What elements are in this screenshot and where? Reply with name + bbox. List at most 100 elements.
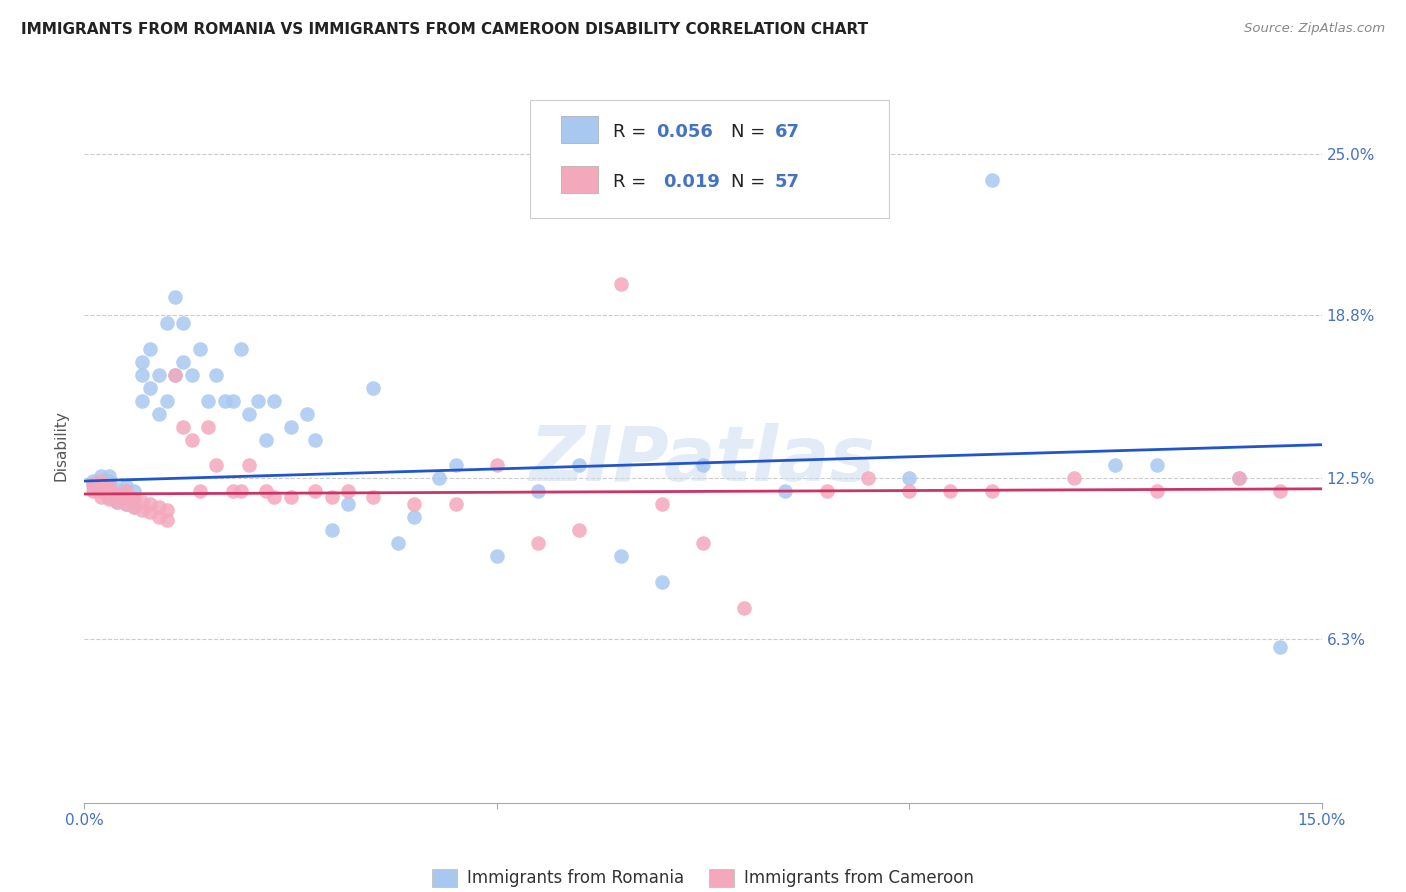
Point (485, 458, 508, 473)
Point (856, 471, 879, 485)
Point (148, 407, 170, 421)
Point (82, 479, 104, 493)
Point (90, 474, 112, 488)
Point (197, 393, 219, 408)
Point (246, 393, 269, 408)
Point (254, 433, 277, 447)
Point (1063, 471, 1085, 485)
Point (122, 484, 145, 499)
Point (387, 536, 409, 550)
Point (939, 484, 962, 499)
Point (98, 479, 121, 493)
Point (131, 502, 153, 516)
Point (114, 497, 136, 511)
Text: 67: 67 (775, 123, 800, 142)
Point (815, 484, 838, 499)
FancyBboxPatch shape (530, 100, 889, 218)
Text: N =: N = (731, 173, 772, 192)
Point (90, 476, 112, 491)
Point (105, 495, 128, 509)
Text: R =: R = (613, 123, 651, 142)
Point (156, 393, 179, 408)
Point (404, 497, 426, 511)
Point (692, 458, 714, 473)
FancyBboxPatch shape (561, 116, 598, 143)
Point (568, 458, 591, 473)
Point (337, 497, 360, 511)
Point (188, 484, 211, 499)
Point (131, 495, 153, 509)
Point (98, 490, 121, 504)
Point (651, 575, 673, 590)
Text: 0.056: 0.056 (657, 123, 713, 142)
Point (321, 524, 343, 538)
Point (82, 474, 104, 488)
Point (98, 474, 121, 488)
Point (898, 471, 921, 485)
Point (122, 492, 145, 507)
Point (98, 479, 121, 493)
Point (139, 497, 162, 511)
Point (568, 524, 591, 538)
Point (165, 290, 187, 304)
Point (229, 484, 252, 499)
Point (609, 277, 631, 291)
Point (122, 500, 145, 514)
Point (90, 482, 112, 496)
Point (180, 433, 202, 447)
Point (114, 484, 136, 499)
Point (980, 173, 1002, 187)
Point (139, 381, 162, 395)
Point (263, 490, 285, 504)
Point (131, 393, 153, 408)
Point (1270, 640, 1292, 654)
Point (172, 419, 194, 434)
Point (122, 500, 145, 514)
Point (1227, 471, 1250, 485)
Point (139, 505, 162, 519)
Point (98, 468, 121, 483)
Point (197, 419, 219, 434)
Point (361, 381, 384, 395)
Point (98, 492, 121, 507)
Point (105, 482, 128, 496)
Point (98, 484, 121, 499)
Point (90, 484, 112, 499)
Point (180, 368, 202, 382)
Point (148, 510, 170, 524)
Point (156, 502, 179, 516)
Point (527, 484, 550, 499)
Legend: Immigrants from Romania, Immigrants from Cameroon: Immigrants from Romania, Immigrants from… (432, 869, 974, 888)
Point (122, 492, 145, 507)
Point (238, 407, 260, 421)
Point (1146, 458, 1168, 473)
Point (775, 484, 797, 499)
Point (1146, 484, 1168, 499)
Point (222, 484, 245, 499)
Point (1104, 458, 1126, 473)
Point (188, 342, 211, 356)
Point (105, 495, 128, 509)
Point (304, 433, 326, 447)
Point (304, 484, 326, 499)
Point (82, 484, 104, 499)
Text: Source: ZipAtlas.com: Source: ZipAtlas.com (1244, 22, 1385, 36)
Point (156, 513, 179, 527)
Point (165, 368, 187, 382)
Point (165, 368, 187, 382)
Point (82, 476, 104, 491)
Point (427, 471, 450, 485)
Point (148, 500, 170, 514)
Point (139, 342, 162, 356)
Point (404, 510, 426, 524)
Point (361, 490, 384, 504)
Point (105, 487, 128, 501)
Point (90, 490, 112, 504)
Point (114, 490, 136, 504)
Point (222, 393, 245, 408)
Point (156, 316, 179, 330)
Text: 0.019: 0.019 (664, 173, 720, 192)
Point (172, 354, 194, 368)
Point (114, 484, 136, 499)
Point (980, 484, 1002, 499)
